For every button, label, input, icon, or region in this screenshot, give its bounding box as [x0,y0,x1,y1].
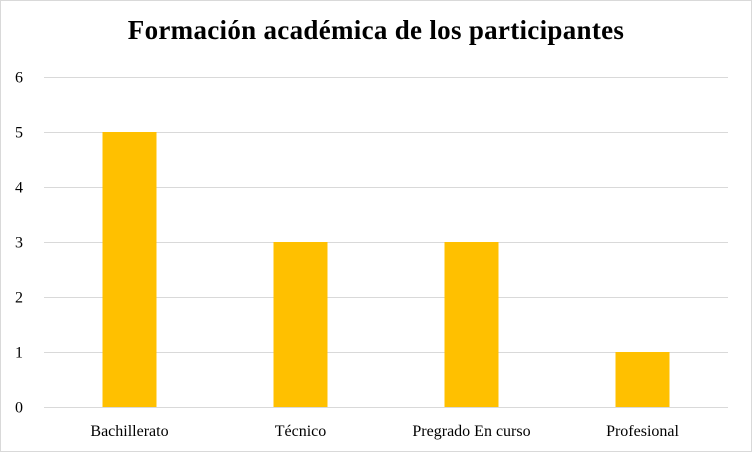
x-tick-label: Técnico [275,423,327,440]
y-tick-label: 2 [15,290,23,307]
y-tick-label: 4 [15,180,23,197]
y-tick-label: 1 [15,345,23,362]
bar [102,132,157,407]
bar [615,352,670,407]
y-tick-label: 6 [15,70,23,87]
y-tick-label: 0 [15,400,23,417]
x-tick-label: Profesional [606,423,679,440]
y-tick-label: 5 [15,125,23,142]
chart-title: Formación académica de los participantes [127,15,625,45]
y-tick-label: 3 [15,235,23,252]
bar [273,242,328,407]
bar [444,242,499,407]
x-tick-label: Pregrado En curso [412,423,530,440]
x-tick-label: Bachillerato [90,423,168,440]
